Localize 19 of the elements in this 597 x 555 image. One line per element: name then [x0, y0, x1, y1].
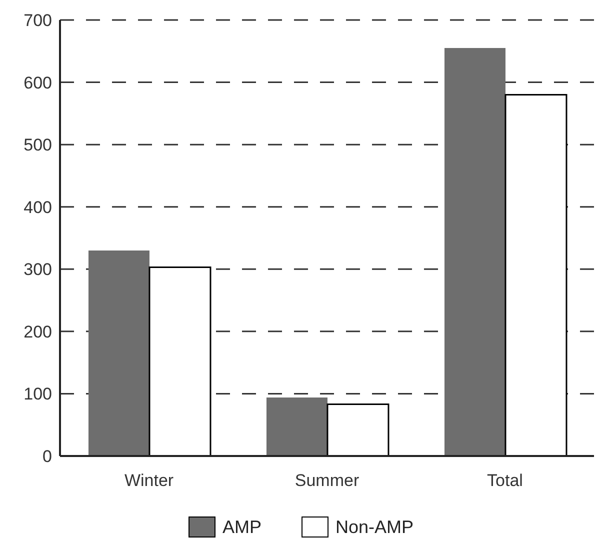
x-tick-label: Total: [487, 471, 523, 490]
bar: [88, 250, 150, 456]
bar: [326, 404, 390, 456]
legend-label: Non-AMP: [335, 516, 414, 538]
y-tick-label: 700: [24, 11, 52, 30]
y-tick-label: 200: [24, 322, 52, 342]
y-tick-label: 400: [24, 198, 52, 217]
bar: [266, 397, 328, 456]
x-tick-label: Summer: [294, 471, 360, 490]
y-tick-label: 600: [24, 73, 52, 92]
x-tick-label: Winter: [124, 471, 174, 490]
y-tick-label: 500: [24, 136, 52, 155]
y-tick-label: 300: [24, 260, 52, 280]
bar: [148, 266, 212, 456]
bar: [444, 48, 506, 456]
legend-label: AMP: [222, 516, 262, 538]
bar: [504, 94, 568, 456]
y-tick-label: 0: [42, 447, 52, 466]
y-tick-label: 100: [24, 384, 52, 404]
